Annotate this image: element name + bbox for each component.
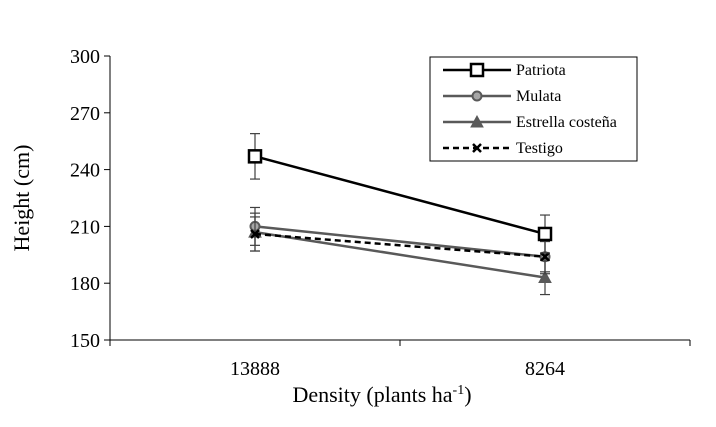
x-tick-label: 8264 [525,358,565,380]
y-axis-title: Height (cm) [9,145,34,252]
legend-label: Patriota [516,62,566,79]
y-tick-label: 240 [70,160,100,182]
legend-item-mulata: Mulata [443,88,561,105]
x-axis-title-superscript: -1 [453,383,465,398]
legend-marker [471,90,483,102]
legend-label: Mulata [516,88,561,105]
legend-label: Testigo [516,140,563,157]
y-tick-label: 150 [70,330,100,352]
legend-box [429,56,638,162]
legend-item-patriota: Patriota [443,62,566,79]
data-point [538,270,552,284]
legend-item-estrella-coste-a: Estrella costeña [443,114,617,131]
x-axis-title: Density (plants ha-1) [292,382,471,407]
legend-label: Estrella costeña [516,114,617,131]
legend-items: Patriota Mulata Estrella costeña Testigo [443,62,617,157]
legend-marker [470,114,484,128]
series-line [254,155,546,236]
legend-marker [472,143,482,153]
y-tick-label: 180 [70,273,100,295]
series-line [254,232,546,258]
series-line [254,225,546,258]
legend-marker [469,62,485,78]
series-line [254,230,546,279]
legend-item-testigo: Testigo [443,140,563,157]
y-tick-label: 270 [70,103,100,125]
series-patriota [247,133,553,254]
series-mulata [249,206,551,273]
series-testigo [250,216,550,275]
data-point [537,226,553,242]
axes: 150 180 210 240 270 300 13888 8264 [70,46,691,380]
y-tick-label: 210 [70,216,100,238]
plot-area [247,133,553,296]
legend: Patriota Mulata Estrella costeña Testigo [429,56,638,162]
data-point [247,149,263,164]
x-axis-title-main: Density (plants ha [292,382,452,407]
data-point [540,251,550,262]
x-tick-label: 13888 [230,358,280,380]
data-point [250,229,260,239]
x-axis-title-end: ) [464,382,471,407]
y-tick-label: 300 [70,46,100,68]
